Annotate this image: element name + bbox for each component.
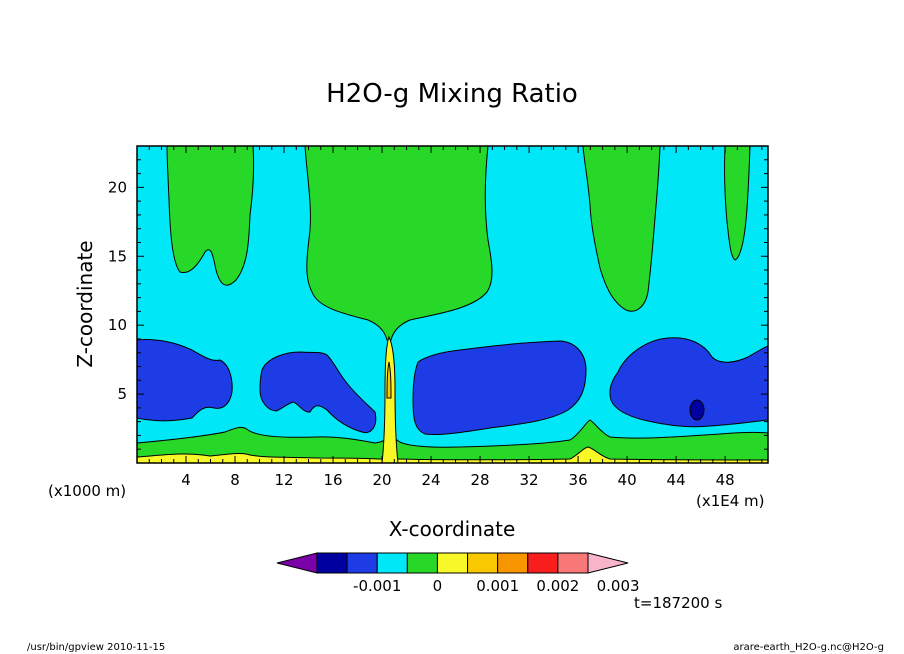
y-unit-note: (x1000 m) [48,482,126,500]
colorbar-swatch [467,552,499,574]
y-tick-label: 10 [108,316,127,334]
x-tick-label: 36 [569,471,588,489]
x-tick-label: 16 [323,471,342,489]
colorbar-swatch [527,552,559,574]
dark-blue-spot [689,399,705,421]
x-tick-label: 28 [471,471,490,489]
green-plume-center [304,146,493,341]
contour-field [137,146,768,463]
x-tick-label: 44 [667,471,686,489]
time-label: t=187200 s [634,594,722,612]
x-tick-label: 4 [181,471,191,489]
colorbar [276,552,629,574]
x-tick-label: 32 [520,471,539,489]
x-tick-label: 8 [230,471,240,489]
x-axis-label: X-coordinate [389,517,516,541]
colorbar-swatch [436,552,469,574]
x-tick-label: 48 [716,471,735,489]
x-unit-note: (x1E4 m) [696,492,765,510]
x-tick-label: 20 [373,471,392,489]
y-axis-label: Z-coordinate [73,240,97,367]
colorbar-swatch [497,552,529,574]
x-axis-ticks: 4 8 12 16 20 24 28 32 36 40 44 48 [148,146,763,489]
colorbar-swatch [346,552,378,574]
colorbar-swatch [316,552,348,574]
colorbar-tick-label: -0.001 [353,577,401,595]
colorbar-swatch [406,552,438,574]
plot-frame [136,145,769,464]
green-plume-edge [724,146,751,261]
blue-cell-1 [137,339,233,422]
colorbar-tick-label: 0.001 [476,577,519,595]
orange-center-core [386,361,392,399]
colorbar-tick-label: 0 [433,577,443,595]
footer-left: /usr/bin/gpview 2010-11-15 [27,642,165,653]
y-tick-label: 20 [108,178,127,196]
colorbar-tick-label: 0.003 [597,577,640,595]
blue-cell-2 [259,351,377,434]
blue-cell-4 [609,337,768,428]
y-tick-label: 5 [117,385,127,403]
colorbar-tick-labels: -0.001 0 0.001 0.002 0.003 [353,577,640,595]
x-tick-label: 24 [422,471,441,489]
y-axis-ticks: 5 10 15 20 [108,159,768,450]
green-plume-left [166,146,255,286]
chart-title: H2O-g Mixing Ratio [326,79,578,109]
green-plume-right [582,146,661,312]
y-tick-label: 15 [108,247,127,265]
colorbar-arrow-low [276,552,318,574]
colorbar-arrow-high [587,552,629,574]
colorbar-swatch [376,552,408,574]
colorbar-tick-label: 0.002 [536,577,579,595]
yellow-lower-fringe [137,446,768,463]
footer-right: arare-earth_H2O-g.nc@H2O-g [733,642,884,653]
colorbar-swatch [557,552,589,574]
green-lower-layer [137,419,768,463]
x-tick-label: 40 [618,471,637,489]
blue-cell-3 [412,340,587,436]
yellow-center-column [381,335,399,463]
x-tick-label: 12 [274,471,293,489]
